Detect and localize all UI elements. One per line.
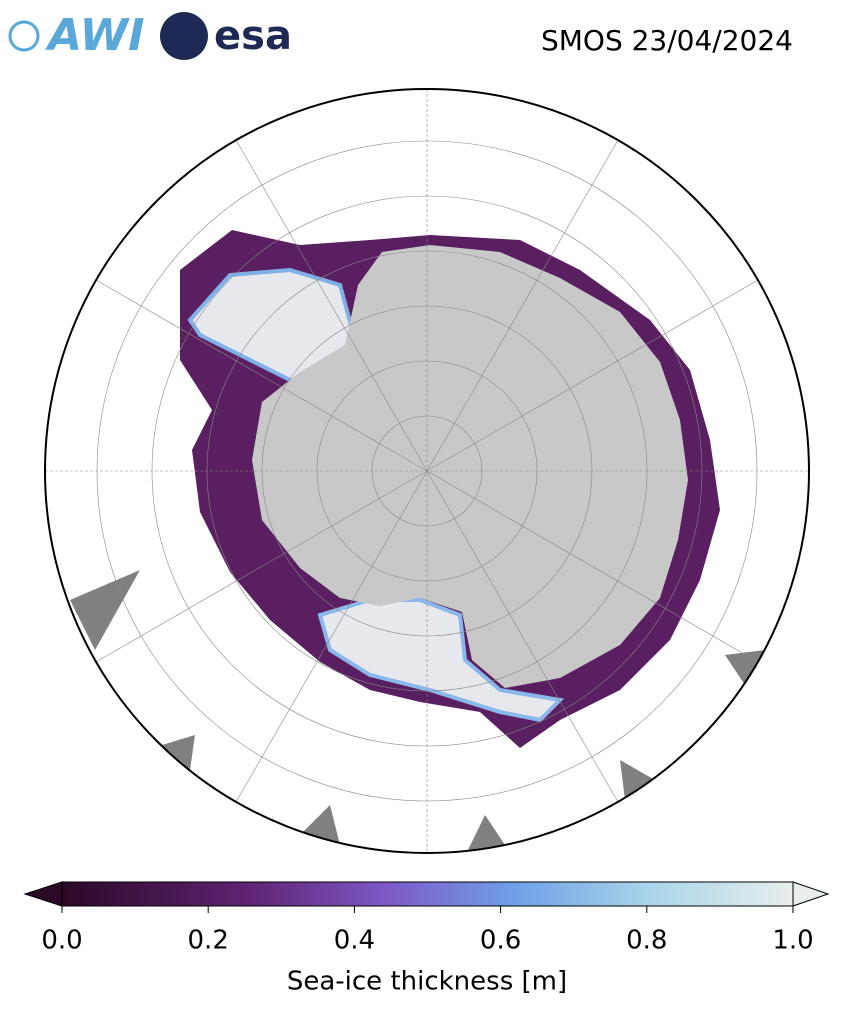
colorbar (23, 881, 830, 907)
graticule (45, 89, 809, 853)
colorbar-tick-label: 1.0 (772, 926, 813, 956)
land-mask (725, 650, 765, 685)
map-title: SMOS 23/04/2024 (541, 24, 793, 57)
ross-ice (317, 598, 565, 723)
land-mask (162, 735, 195, 770)
colorbar-ramp (61, 881, 794, 907)
antarctica (252, 245, 688, 688)
colorbar-tick-label: 0.2 (188, 926, 229, 956)
colorbar-label: Sea-ice thickness [m] (287, 967, 567, 997)
map (45, 89, 809, 853)
awi-emblem (8, 20, 40, 52)
land-mask (70, 570, 140, 650)
map-border (44, 88, 810, 854)
land-mask (620, 760, 655, 800)
colorbar-tick-label: 0.8 (626, 926, 667, 956)
colorbar-tick-label: 0.6 (480, 926, 521, 956)
colorbar-tick-label: 0.0 (41, 926, 82, 956)
colorbar-extend-high (792, 881, 830, 907)
colorbar-tick-label: 0.4 (334, 926, 375, 956)
esa-emblem (160, 12, 208, 60)
logos: AWI esa (8, 10, 292, 61)
esa-logo: esa (214, 13, 292, 59)
colorbar-extend-low (23, 881, 63, 907)
land-mask (468, 815, 505, 850)
awi-logo: AWI (45, 10, 145, 61)
